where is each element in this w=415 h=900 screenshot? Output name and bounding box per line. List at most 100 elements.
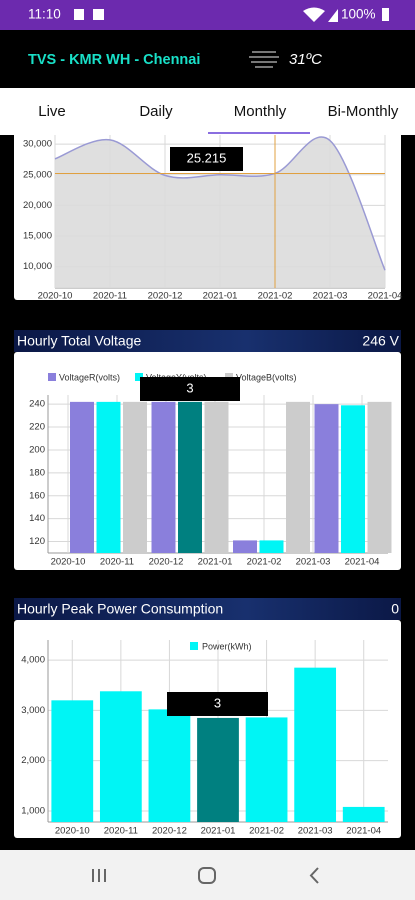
x-tick-label: 2020-10 <box>55 826 90 837</box>
x-tick-label: 2020-11 <box>93 291 127 302</box>
x-tick-label: 2021-01 <box>201 826 236 837</box>
recent-apps-button[interactable] <box>92 869 106 882</box>
status-icon <box>74 9 84 20</box>
tabs: Live Daily Monthly Bi-Monthly <box>38 103 399 134</box>
y-tick-label: 240 <box>29 399 45 410</box>
y-tick-label: 30,000 <box>23 139 52 150</box>
card-header <box>14 330 401 352</box>
bar <box>197 717 239 822</box>
clock: 11:10 <box>28 7 61 22</box>
tooltip: 3 <box>186 380 193 395</box>
bar <box>286 401 310 553</box>
bar <box>314 404 339 553</box>
x-tick-label: 2021-02 <box>258 291 293 302</box>
bar <box>259 540 284 553</box>
bar <box>341 405 365 553</box>
tooltip-box <box>140 377 240 401</box>
x-tick-label: 2020-12 <box>148 291 183 302</box>
battery-level: 100% <box>341 7 376 22</box>
y-tick-label: 120 <box>29 536 45 547</box>
wifi-icon <box>303 7 325 22</box>
y-tick-label: 160 <box>29 490 45 501</box>
tooltip: 25.215 <box>187 150 227 165</box>
card-header-value: 0 <box>391 601 399 617</box>
bar <box>123 401 147 553</box>
back-button[interactable] <box>309 867 319 884</box>
y-tick-label: 25,000 <box>23 169 52 180</box>
charts: 10,000 15,000 20,000 25,000 30,000 2020-10 202… <box>14 118 402 838</box>
legend-swatch <box>135 373 143 381</box>
x-tick-label: 2020-10 <box>51 557 86 568</box>
signal-icon <box>328 9 338 22</box>
x-tick-label: 2021-02 <box>247 557 282 568</box>
tab[interactable]: Monthly <box>234 103 287 120</box>
status-icon <box>93 9 104 20</box>
home-button[interactable] <box>198 867 216 884</box>
legend-swatch <box>48 373 56 381</box>
card-title: Hourly Total Voltage <box>17 333 141 349</box>
app-title: TVS - KMR WH - Chennai <box>28 52 200 68</box>
y-tick-label: 200 <box>29 444 45 455</box>
y-tick-label: 180 <box>29 467 45 478</box>
bar <box>96 401 121 553</box>
x-tick-label: 2021-03 <box>296 557 331 568</box>
bar <box>178 401 202 553</box>
x-tick-label: 2020-11 <box>104 826 138 837</box>
y-tick-label: 10,000 <box>23 261 52 272</box>
x-tick-label: 2021-03 <box>313 291 348 302</box>
weather-icon <box>249 51 279 68</box>
bar <box>99 691 142 822</box>
area <box>55 136 385 288</box>
y-tick-label: 20,000 <box>23 200 52 211</box>
app-bar <box>0 30 415 88</box>
line <box>54 136 386 271</box>
x-tick-label: 2021-02 <box>249 826 284 837</box>
bar <box>367 401 392 553</box>
tooltip: 3 <box>214 695 221 710</box>
x-tick-label: 2020-12 <box>149 557 184 568</box>
x-tick-label: 2020-10 <box>38 291 73 302</box>
y-tick-label: 3,000 <box>21 705 45 716</box>
y-tick-label: 2,000 <box>21 755 45 766</box>
x-tick-label: 2021-04 <box>345 557 380 568</box>
bar <box>245 717 288 822</box>
tab-bar <box>0 88 415 135</box>
bar <box>51 700 94 822</box>
x-tick-label: 2021-01 <box>198 557 233 568</box>
x-tick-label: 2021-04 <box>368 291 403 302</box>
x-tick-label: 2021-03 <box>298 826 333 837</box>
bar <box>342 806 385 822</box>
y-tick-label: 15,000 <box>23 230 52 241</box>
bar <box>294 667 337 822</box>
legend-swatch <box>190 642 198 650</box>
tab[interactable]: Daily <box>139 103 173 120</box>
tab[interactable]: Bi-Monthly <box>328 103 399 120</box>
bar <box>70 401 94 553</box>
y-tick-label: 1,000 <box>21 805 45 816</box>
battery-icon <box>382 8 389 21</box>
nav-bar <box>0 850 415 900</box>
x-tick-label: 2020-12 <box>152 826 187 837</box>
bar <box>151 401 176 553</box>
y-tick-label: 220 <box>29 422 45 433</box>
x-tick-label: 2021-01 <box>203 291 238 302</box>
x-tick-label: 2020-11 <box>100 557 134 568</box>
tab[interactable]: Live <box>38 103 66 120</box>
y-tick-label: 4,000 <box>21 655 45 666</box>
temperature: 31ºC <box>289 51 322 68</box>
card-header <box>14 598 401 620</box>
card-title: Hourly Peak Power Consumption <box>17 601 223 617</box>
bar <box>148 709 191 822</box>
legend-label: VoltageB(volts) <box>236 372 297 382</box>
card-header-value: 246 V <box>362 333 399 349</box>
legend-label: VoltageR(volts) <box>59 372 120 382</box>
bar <box>233 540 257 553</box>
x-tick-label: 2021-04 <box>346 826 381 837</box>
legend-label: Power(kWh) <box>202 641 252 651</box>
y-tick-label: 140 <box>29 513 45 524</box>
status-bar <box>0 0 415 30</box>
bar <box>204 401 229 553</box>
tooltip-box <box>167 692 268 716</box>
